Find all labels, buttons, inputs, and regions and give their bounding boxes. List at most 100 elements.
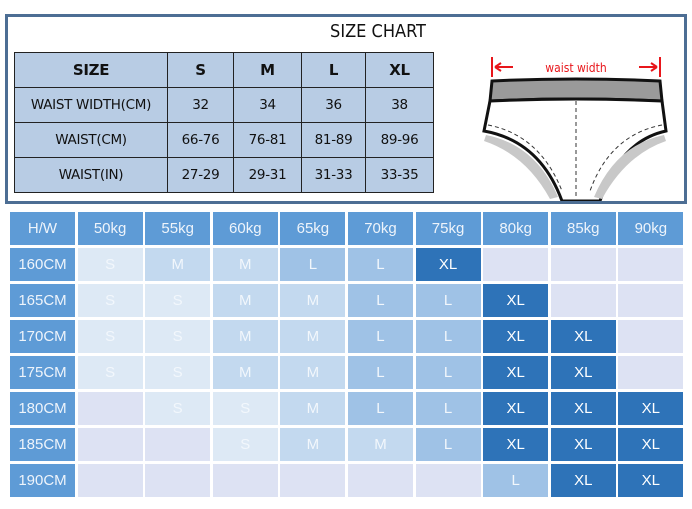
table-cell: 31-33 — [301, 157, 366, 193]
size-cell: L — [415, 392, 481, 425]
size-cell: XL — [550, 320, 616, 353]
size-cell: L — [483, 464, 549, 497]
size-cell: M — [212, 248, 278, 281]
size-cell: S — [212, 428, 278, 461]
weight-header: 70kg — [347, 212, 413, 245]
size-cell — [280, 464, 346, 497]
size-chart-title: SIZE CHART — [330, 21, 426, 42]
size-cell: S — [145, 356, 211, 389]
size-cell: XL — [415, 248, 481, 281]
size-cell — [550, 248, 616, 281]
height-label: 160CM — [10, 248, 75, 281]
size-cell: M — [347, 428, 413, 461]
size-cell: XL — [483, 428, 549, 461]
height-weight-grid: H/W 50kg 55kg 60kg 65kg 70kg 75kg 80kg 85kg 90kg 1… — [10, 212, 684, 497]
header-cell: S — [167, 52, 234, 88]
size-cell: S — [77, 248, 143, 281]
size-cell: L — [347, 284, 413, 317]
size-cell: XL — [550, 356, 616, 389]
height-label: 190CM — [10, 464, 75, 497]
size-cell: XL — [483, 284, 549, 317]
table-cell: 76-81 — [233, 122, 302, 158]
weight-header: 90kg — [618, 212, 684, 245]
size-cell: M — [212, 284, 278, 317]
size-cell: S — [212, 392, 278, 425]
size-cell — [415, 464, 481, 497]
size-cell: M — [280, 392, 346, 425]
size-cell — [145, 464, 211, 497]
size-cell: M — [212, 356, 278, 389]
size-cell: L — [415, 320, 481, 353]
size-cell: M — [280, 428, 346, 461]
size-cell: S — [77, 284, 143, 317]
size-cell: M — [280, 320, 346, 353]
size-cell: L — [415, 284, 481, 317]
weight-header: 55kg — [145, 212, 211, 245]
weight-header: 80kg — [483, 212, 549, 245]
table-cell: 66-76 — [167, 122, 234, 158]
size-cell: M — [212, 320, 278, 353]
size-cell: L — [347, 320, 413, 353]
size-cell — [77, 464, 143, 497]
table-cell: 32 — [167, 87, 234, 123]
weight-header: 65kg — [280, 212, 346, 245]
row-label: WAIST(IN) — [14, 157, 168, 193]
weight-header: 50kg — [77, 212, 143, 245]
header-cell: XL — [365, 52, 434, 88]
size-cell — [483, 248, 549, 281]
size-cell: XL — [618, 392, 684, 425]
size-cell: L — [347, 356, 413, 389]
size-cell: L — [280, 248, 346, 281]
row-label: WAIST(CM) — [14, 122, 168, 158]
table-cell: 81-89 — [301, 122, 366, 158]
weight-header: 75kg — [415, 212, 481, 245]
table-cell: 27-29 — [167, 157, 234, 193]
size-cell: L — [347, 392, 413, 425]
header-cell: L — [301, 52, 366, 88]
table-row: WAIST WIDTH(CM) 32 34 36 38 — [14, 87, 434, 123]
table-row: WAIST(IN) 27-29 29-31 31-33 33-35 — [14, 157, 434, 193]
size-cell — [77, 428, 143, 461]
size-cell: S — [145, 392, 211, 425]
height-label: 180CM — [10, 392, 75, 425]
weight-header: 60kg — [212, 212, 278, 245]
height-label: 170CM — [10, 320, 75, 353]
size-cell: XL — [550, 464, 616, 497]
waist-width-label: waist width — [545, 61, 607, 75]
arrow-left-icon — [494, 62, 513, 72]
size-cell: XL — [550, 428, 616, 461]
size-cell: XL — [483, 320, 549, 353]
header-cell: M — [233, 52, 302, 88]
size-cell: XL — [618, 464, 684, 497]
size-cell: M — [145, 248, 211, 281]
row-label: WAIST WIDTH(CM) — [14, 87, 168, 123]
size-cell: L — [347, 248, 413, 281]
size-cell: S — [77, 356, 143, 389]
height-label: 185CM — [10, 428, 75, 461]
size-cell: L — [415, 428, 481, 461]
corner-header: H/W — [10, 212, 75, 245]
size-cell — [618, 356, 684, 389]
size-cell — [347, 464, 413, 497]
table-cell: 33-35 — [365, 157, 434, 193]
table-cell: 89-96 — [365, 122, 434, 158]
size-table: SIZE S M L XL WAIST WIDTH(CM) 32 34 36 3… — [14, 52, 434, 193]
size-cell: S — [145, 320, 211, 353]
size-cell — [77, 392, 143, 425]
table-cell: 38 — [365, 87, 434, 123]
weight-header: 85kg — [550, 212, 616, 245]
size-cell: XL — [618, 428, 684, 461]
table-cell: 29-31 — [233, 157, 302, 193]
size-cell — [550, 284, 616, 317]
size-cell: S — [145, 284, 211, 317]
height-label: 165CM — [10, 284, 75, 317]
size-cell: XL — [483, 392, 549, 425]
size-cell: XL — [483, 356, 549, 389]
underwear-diagram: waist width — [482, 57, 668, 201]
size-cell: XL — [550, 392, 616, 425]
header-cell: SIZE — [14, 52, 168, 88]
size-cell: M — [280, 356, 346, 389]
table-cell: 34 — [233, 87, 302, 123]
size-table-header: SIZE S M L XL — [14, 52, 434, 88]
size-cell — [145, 428, 211, 461]
